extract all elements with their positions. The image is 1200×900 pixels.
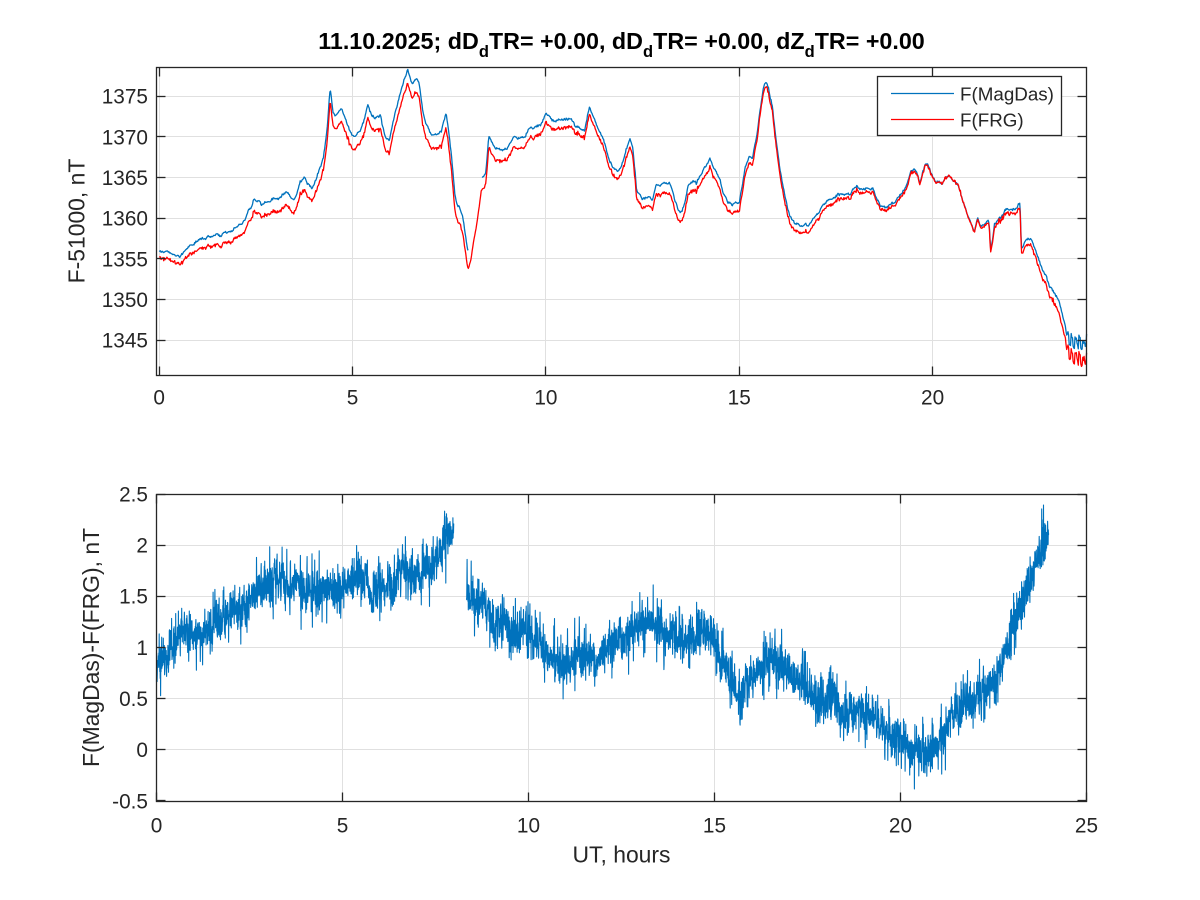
svg-text:1350: 1350 bbox=[102, 289, 148, 312]
svg-text:2: 2 bbox=[136, 535, 148, 558]
svg-text:11.10.2025; dDdTR= +0.00, dDdT: 11.10.2025; dDdTR= +0.00, dDdTR= +0.00, … bbox=[318, 28, 925, 61]
svg-text:0: 0 bbox=[153, 387, 165, 410]
svg-text:25: 25 bbox=[1075, 815, 1098, 838]
svg-text:10: 10 bbox=[534, 387, 557, 410]
svg-text:-0.5: -0.5 bbox=[112, 790, 148, 813]
svg-text:5: 5 bbox=[347, 387, 359, 410]
svg-text:F(FRG): F(FRG) bbox=[960, 109, 1024, 130]
svg-text:2.5: 2.5 bbox=[119, 483, 148, 506]
svg-text:1370: 1370 bbox=[102, 126, 148, 149]
svg-text:F-51000, nT: F-51000, nT bbox=[64, 159, 90, 284]
svg-text:1345: 1345 bbox=[102, 330, 148, 353]
svg-text:15: 15 bbox=[703, 815, 726, 838]
svg-text:F(MagDas): F(MagDas) bbox=[960, 83, 1054, 104]
svg-text:UT, hours: UT, hours bbox=[573, 842, 671, 868]
svg-text:5: 5 bbox=[337, 815, 349, 838]
svg-text:15: 15 bbox=[728, 387, 751, 410]
svg-text:1375: 1375 bbox=[102, 86, 148, 109]
svg-text:1365: 1365 bbox=[102, 167, 148, 190]
svg-text:F(MagDas)-F(FRG), nT: F(MagDas)-F(FRG), nT bbox=[78, 528, 104, 767]
svg-text:1355: 1355 bbox=[102, 248, 148, 271]
svg-text:20: 20 bbox=[921, 387, 944, 410]
svg-text:0: 0 bbox=[136, 739, 148, 762]
svg-text:1360: 1360 bbox=[102, 208, 148, 231]
svg-text:20: 20 bbox=[889, 815, 912, 838]
svg-text:0: 0 bbox=[151, 815, 163, 838]
svg-text:1.5: 1.5 bbox=[119, 586, 148, 609]
svg-text:10: 10 bbox=[517, 815, 540, 838]
svg-text:0.5: 0.5 bbox=[119, 688, 148, 711]
svg-text:1: 1 bbox=[136, 637, 148, 660]
